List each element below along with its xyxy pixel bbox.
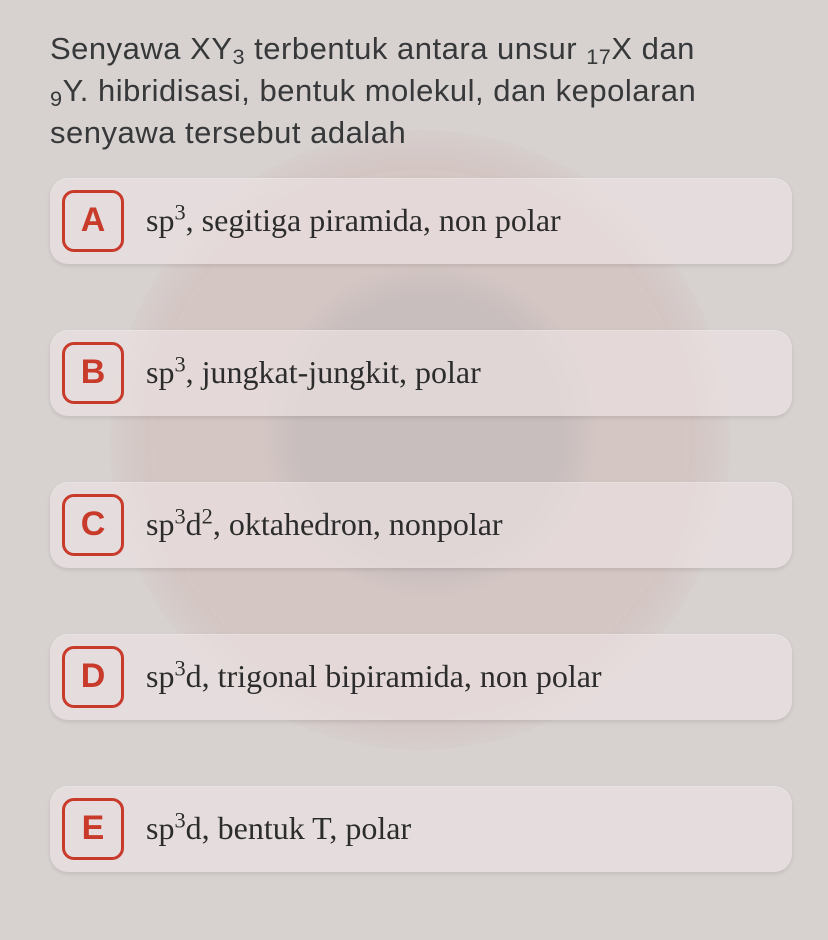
question-text: Senyawa XY3 terbentuk antara unsur 17X d… [50, 28, 792, 154]
option-e-sup: 3 [174, 807, 185, 832]
options-list: A sp3, segitiga piramida, non polar B sp… [50, 178, 792, 872]
q-line2: Y. hibridisasi, bentuk molekul, dan kepo… [63, 73, 697, 108]
option-a-prefix: sp [146, 202, 174, 238]
option-c-mid: d [186, 506, 202, 542]
option-b-sup: 3 [174, 351, 185, 376]
q-line1-pre: Senyawa XY [50, 31, 233, 66]
option-a-sup: 3 [174, 199, 185, 224]
option-e-mid: d [186, 810, 202, 846]
option-c-sup2: 2 [202, 503, 213, 528]
q-line3: senyawa tersebut adalah [50, 115, 406, 150]
option-d-key: D [62, 646, 124, 708]
option-d-sup: 3 [174, 655, 185, 680]
option-a-text: sp3, segitiga piramida, non polar [146, 203, 561, 238]
option-d[interactable]: D sp3d, trigonal bipiramida, non polar [50, 634, 792, 720]
q-line1-sub2: 17 [586, 44, 611, 69]
option-e-text: sp3d, bentuk T, polar [146, 811, 411, 846]
option-e-key: E [62, 798, 124, 860]
option-c[interactable]: C sp3d2, oktahedron, nonpolar [50, 482, 792, 568]
option-e[interactable]: E sp3d, bentuk T, polar [50, 786, 792, 872]
option-a-suffix: , segitiga piramida, non polar [186, 202, 561, 238]
option-c-key: C [62, 494, 124, 556]
option-a-key: A [62, 190, 124, 252]
option-b-key: B [62, 342, 124, 404]
option-b[interactable]: B sp3, jungkat-jungkit, polar [50, 330, 792, 416]
q-line1-mid: terbentuk antara unsur [245, 31, 586, 66]
question-page: Senyawa XY3 terbentuk antara unsur 17X d… [0, 0, 828, 872]
option-e-suffix: , bentuk T, polar [202, 810, 411, 846]
option-d-mid: d [186, 658, 202, 694]
option-a[interactable]: A sp3, segitiga piramida, non polar [50, 178, 792, 264]
q-line2-sub: 9 [50, 86, 63, 111]
q-line1-post: X dan [611, 31, 695, 66]
q-line1-sub1: 3 [233, 44, 246, 69]
option-e-prefix: sp [146, 810, 174, 846]
option-d-suffix: , trigonal bipiramida, non polar [202, 658, 602, 694]
option-c-prefix: sp [146, 506, 174, 542]
option-d-text: sp3d, trigonal bipiramida, non polar [146, 659, 602, 694]
option-b-text: sp3, jungkat-jungkit, polar [146, 355, 481, 390]
option-b-prefix: sp [146, 354, 174, 390]
option-d-prefix: sp [146, 658, 174, 694]
option-c-text: sp3d2, oktahedron, nonpolar [146, 507, 503, 542]
option-c-suffix: , oktahedron, nonpolar [213, 506, 503, 542]
option-b-suffix: , jungkat-jungkit, polar [186, 354, 481, 390]
option-c-sup: 3 [174, 503, 185, 528]
